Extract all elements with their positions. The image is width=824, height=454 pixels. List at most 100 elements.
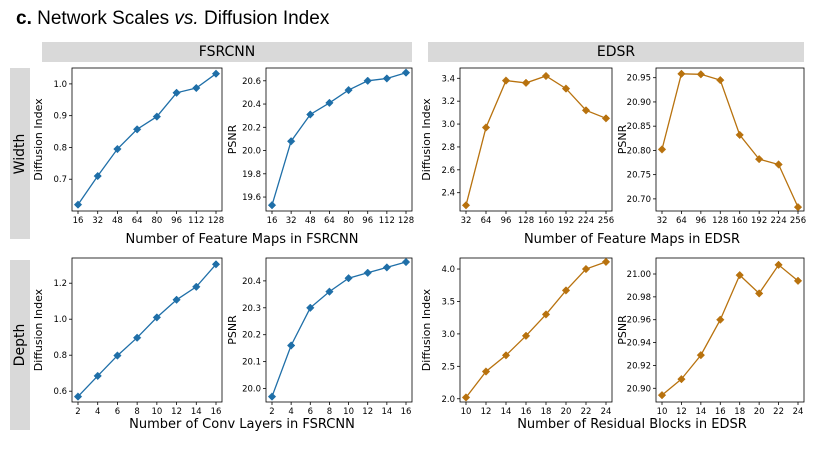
x-tick-label: 112 [379, 216, 395, 226]
x-tick-label: 2 [75, 407, 80, 417]
data-point [677, 374, 686, 384]
y-tick-label: 20.4 [242, 100, 261, 110]
y-tick-label: 20.1 [242, 358, 261, 368]
data-point [132, 125, 142, 134]
y-tick-label: 20.6 [242, 77, 261, 87]
data-point [696, 70, 706, 79]
data-point [716, 315, 725, 324]
y-tick-label: 20.4 [242, 277, 261, 287]
data-point [754, 289, 764, 298]
series-line [465, 75, 607, 206]
data-point [172, 295, 181, 304]
x-tick-label: 64 [481, 216, 492, 226]
x-tick-label: 16 [521, 407, 532, 417]
x-tick-label: 160 [538, 216, 554, 226]
title-text-1: Network Scales [37, 8, 175, 29]
x-tick-label: 160 [732, 216, 748, 226]
data-point [481, 123, 491, 132]
subplot-5: 20.0 20.1 20.2 20.3 20.4 2 4 6 8 10 12 14 16 PSNR [226, 257, 413, 417]
x-tick-label: 22 [581, 407, 592, 417]
data-point [344, 274, 353, 283]
y-tick-label: 20.80 [627, 146, 651, 156]
x-tick-label: 192 [558, 216, 574, 226]
x-tick-label: 64 [324, 216, 335, 226]
data-point [677, 69, 686, 78]
y-tick-label: 3.4 [441, 74, 455, 84]
x-tick-label: 24 [601, 407, 612, 417]
x-tick-label: 12 [676, 407, 687, 417]
x-tick-label: 10 [151, 407, 162, 417]
x-tick-label: 10 [461, 407, 472, 417]
y-tick-label: 3.5 [441, 297, 455, 307]
x-tick-label: 128 [712, 216, 728, 226]
y-tick-label: 0.7 [53, 175, 67, 185]
y-tick-label: 20.94 [627, 339, 651, 349]
x-tick-label: 16 [401, 407, 412, 417]
x-tick-label: 80 [343, 216, 354, 226]
y-tick-label: 19.8 [242, 170, 261, 180]
y-tick-label: 2.0 [441, 395, 455, 405]
y-tick-label: 1.0 [53, 80, 67, 90]
x-tick-label: 16 [73, 216, 84, 226]
y-tick-label: 20.75 [627, 171, 651, 181]
y-tick-label: 1.2 [53, 279, 67, 289]
data-point [774, 260, 783, 270]
x-tick-label: 10 [343, 407, 354, 417]
x-tick-label: 32 [286, 216, 297, 226]
data-point [73, 200, 83, 209]
series-line [661, 263, 799, 396]
y-axis-label: PSNR [616, 124, 629, 154]
plot-frame [265, 257, 413, 403]
x-tick-label: 12 [362, 407, 373, 417]
y-axis-label: Diffusion Index [32, 288, 45, 371]
data-point [541, 310, 551, 319]
data-point [716, 75, 725, 85]
data-point [561, 286, 571, 295]
data-point [541, 71, 551, 81]
y-tick-label: 0.8 [53, 143, 67, 153]
y-tick-label: 2.4 [441, 189, 455, 199]
row-header-depth: Depth [10, 260, 30, 430]
x-tick-label: 192 [751, 216, 767, 226]
data-point [382, 74, 392, 83]
figure-label: c. [16, 8, 32, 29]
x-tick-label: 14 [381, 407, 392, 417]
data-point [501, 351, 511, 360]
subplot-4: 0.6 0.8 1.0 1.2 2 4 6 8 10 12 14 16 Diffusion Index [32, 257, 223, 417]
x-tick-label: 14 [191, 407, 202, 417]
y-tick-label: 3.2 [441, 97, 455, 107]
y-tick-label: 2.5 [441, 362, 455, 372]
plot-frame [655, 257, 805, 403]
data-point [461, 201, 471, 210]
data-point [192, 83, 201, 93]
x-tick-label: 8 [134, 407, 139, 417]
data-point [93, 171, 102, 181]
caption-edsr-depth: Number of Residual Blocks in EDSR [517, 417, 747, 432]
data-point [657, 145, 667, 154]
data-point [363, 268, 372, 277]
x-tick-label: 10 [657, 407, 668, 417]
y-tick-label: 20.85 [627, 122, 651, 132]
data-point [113, 351, 122, 360]
y-tick-label: 4.0 [441, 265, 455, 275]
x-tick-label: 128 [518, 216, 534, 226]
data-point [286, 137, 296, 146]
data-point [521, 78, 531, 88]
data-point [286, 341, 296, 350]
y-tick-label: 0.9 [53, 112, 67, 122]
y-tick-label: 20.2 [242, 123, 261, 133]
y-tick-label: 20.96 [627, 316, 651, 326]
y-tick-label: 20.3 [242, 304, 261, 314]
data-point [73, 392, 83, 401]
data-point [521, 331, 531, 340]
x-tick-label: 48 [112, 216, 123, 226]
data-point [601, 257, 611, 267]
data-point [325, 98, 334, 108]
x-tick-label: 12 [171, 407, 182, 417]
x-tick-label: 4 [95, 407, 100, 417]
x-tick-label: 80 [151, 216, 162, 226]
y-axis-label: PSNR [616, 315, 629, 345]
data-point [793, 202, 803, 212]
data-point [401, 257, 411, 267]
